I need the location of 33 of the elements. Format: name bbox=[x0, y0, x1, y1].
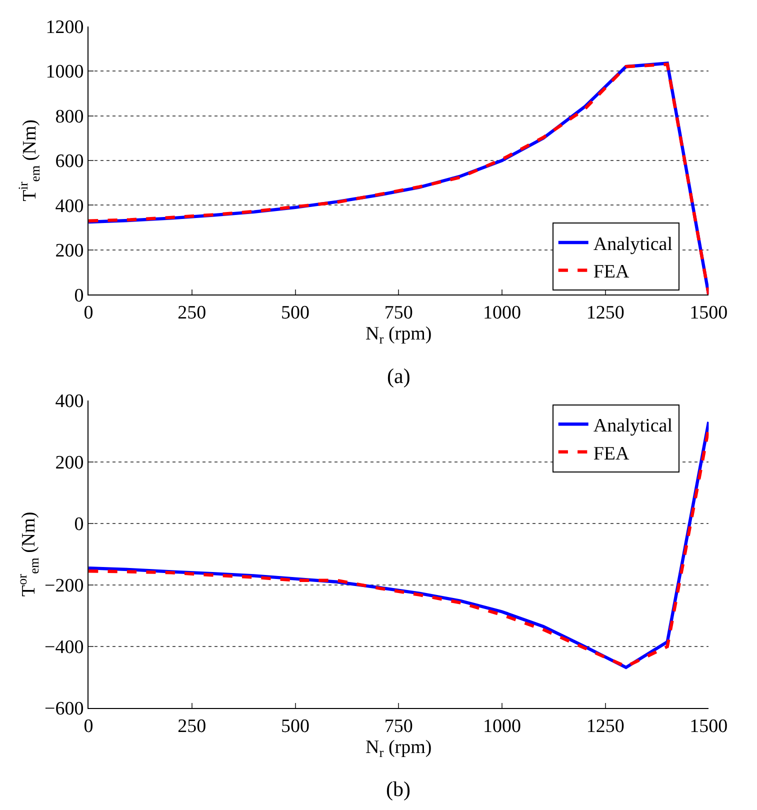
x-axis-title: N$_{r}$ (rpm) bbox=[366, 736, 432, 760]
y-tick-label: 200 bbox=[55, 240, 84, 262]
legend-label: Analytical bbox=[593, 416, 672, 437]
legend-label: FEA bbox=[593, 443, 630, 464]
y-tick-label: 400 bbox=[55, 390, 84, 412]
y-tick-label: 1000 bbox=[46, 62, 84, 83]
x-tick-label: 750 bbox=[384, 716, 413, 737]
legend-label: FEA bbox=[593, 262, 630, 283]
legend-label: Analytical bbox=[593, 234, 672, 255]
x-tick-label: 1000 bbox=[482, 716, 521, 737]
x-tick-label: 750 bbox=[384, 302, 413, 324]
text: (b) bbox=[386, 777, 410, 801]
x-tick-label: 1250 bbox=[586, 302, 624, 324]
y-tick-label: 0 bbox=[74, 514, 84, 536]
x-tick-label: 1250 bbox=[586, 716, 624, 737]
x-tick-label: 500 bbox=[281, 302, 310, 324]
y-tick-label: −400 bbox=[44, 637, 84, 658]
x-tick-label: 1500 bbox=[690, 716, 728, 737]
y-tick-label: 600 bbox=[55, 151, 84, 172]
y-tick-label: 1200 bbox=[46, 17, 84, 38]
y-tick-label: −200 bbox=[44, 576, 84, 597]
y-tick-label: 800 bbox=[55, 106, 84, 128]
y-tick-label: 200 bbox=[55, 452, 84, 474]
x-tick-label: 500 bbox=[281, 716, 310, 737]
text: (a) bbox=[387, 364, 410, 388]
x-tick-label: 1000 bbox=[482, 302, 521, 324]
x-axis-title: N$_{r}$ (rpm) bbox=[366, 323, 432, 346]
x-tick-label: 1500 bbox=[690, 302, 728, 324]
y-tick-label: −600 bbox=[44, 698, 84, 720]
x-tick-label: 250 bbox=[178, 302, 206, 324]
x-tick-label: 250 bbox=[178, 716, 206, 737]
y-tick-label: 0 bbox=[74, 285, 84, 306]
y-tick-label: 400 bbox=[55, 196, 84, 217]
